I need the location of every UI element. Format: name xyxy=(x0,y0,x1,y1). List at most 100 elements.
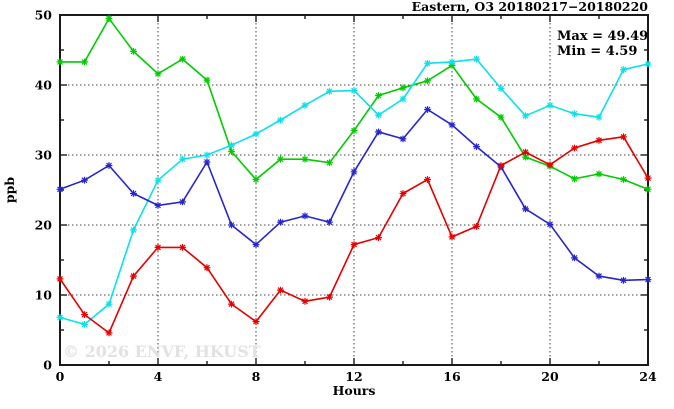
cyan-series-marker xyxy=(424,59,431,67)
green-series-marker xyxy=(154,70,162,78)
red-series-marker xyxy=(546,161,554,169)
green-series-marker xyxy=(301,155,309,163)
blue-series-marker xyxy=(252,241,260,248)
watermark: © 2026 ENVF, HKUST xyxy=(63,342,261,361)
x-tick-label: 12 xyxy=(345,369,362,384)
cyan-series-marker xyxy=(399,95,407,103)
red-series-marker xyxy=(326,293,333,301)
blue-series-marker xyxy=(546,220,554,228)
blue-series-marker xyxy=(571,254,578,262)
green-series-marker xyxy=(130,48,137,55)
y-tick-label: 0 xyxy=(43,358,52,373)
max-annotation: Max = 49.49 xyxy=(557,29,648,44)
blue-series-marker xyxy=(56,185,64,193)
green-series-marker xyxy=(522,153,529,161)
red-series-marker xyxy=(620,133,627,141)
green-series-marker xyxy=(350,127,358,134)
cyan-series-marker xyxy=(81,321,88,328)
blue-series-marker xyxy=(644,276,652,283)
cyan-series-marker xyxy=(522,112,529,120)
min-annotation: Min = 4.59 xyxy=(557,44,637,59)
green-series-marker xyxy=(497,113,505,121)
cyan-series-marker xyxy=(252,130,260,138)
chart-title: Eastern, O3 20180217−20180220 xyxy=(412,0,649,14)
green-series-marker xyxy=(203,76,211,84)
blue-series-marker xyxy=(522,205,529,213)
red-series-marker xyxy=(301,297,309,305)
cyan-series-marker xyxy=(546,101,554,109)
cyan-series-marker xyxy=(571,110,578,118)
blue-series-marker xyxy=(473,143,480,150)
x-tick-label: 16 xyxy=(443,369,461,384)
green-series-marker xyxy=(179,55,186,63)
red-series-marker xyxy=(424,176,431,183)
cyan-series-marker xyxy=(595,113,603,121)
y-tick-label: 30 xyxy=(35,148,53,163)
green-series-marker xyxy=(81,58,88,66)
blue-series-marker xyxy=(228,221,235,229)
green-series-marker xyxy=(375,92,382,99)
red-series-marker xyxy=(277,286,284,294)
cyan-series-marker xyxy=(130,226,137,234)
green-series-marker xyxy=(424,77,431,85)
blue-series-marker xyxy=(81,176,88,184)
red-series-marker xyxy=(375,234,382,241)
y-axis-label: ppb xyxy=(2,177,17,203)
cyan-series-marker xyxy=(228,141,235,149)
cyan-series-marker xyxy=(105,300,113,308)
red-series-marker xyxy=(595,136,603,144)
red-series-marker xyxy=(644,174,652,182)
red-series-marker xyxy=(350,241,358,248)
cyan-series-marker xyxy=(203,151,211,159)
red-series-marker xyxy=(399,190,407,197)
blue-series-marker xyxy=(277,218,284,226)
red-series-marker xyxy=(448,233,456,241)
green-series-marker xyxy=(228,148,235,155)
red-series-marker xyxy=(56,275,64,283)
blue-series-marker xyxy=(130,190,137,197)
red-series-marker xyxy=(252,318,260,325)
cyan-series-marker xyxy=(497,85,505,92)
green-series-marker xyxy=(252,176,260,183)
red-series-marker xyxy=(497,162,505,169)
y-tick-label: 10 xyxy=(35,288,53,303)
x-tick-label: 8 xyxy=(252,369,261,384)
x-tick-label: 0 xyxy=(56,369,65,384)
green-series-marker xyxy=(326,159,333,167)
red-series-marker xyxy=(522,148,529,156)
cyan-series-marker xyxy=(179,155,186,163)
red-series-marker xyxy=(154,244,162,251)
blue-series-marker xyxy=(105,162,113,169)
blue-series-marker xyxy=(203,158,211,166)
green-series-marker xyxy=(105,15,113,22)
red-series-marker xyxy=(203,264,211,272)
green-series-marker xyxy=(644,185,652,193)
blue-series-marker xyxy=(424,106,431,113)
blue-series-marker xyxy=(448,121,456,129)
blue-series-marker xyxy=(350,168,358,176)
red-series-marker xyxy=(473,223,480,230)
y-tick-label: 20 xyxy=(35,218,53,233)
blue-series-marker xyxy=(179,198,186,206)
red-series-marker xyxy=(571,144,578,152)
blue-series-marker xyxy=(154,202,162,209)
green-series-marker xyxy=(399,84,407,92)
green-series-marker xyxy=(571,175,578,183)
cyan-series-marker xyxy=(644,60,652,68)
green-series-marker xyxy=(473,95,480,103)
blue-series-marker xyxy=(375,128,382,136)
blue-series-marker xyxy=(620,276,627,284)
x-tick-label: 20 xyxy=(541,369,559,384)
y-tick-label: 50 xyxy=(35,8,53,23)
green-series-marker xyxy=(595,170,603,178)
cyan-series-marker xyxy=(56,314,64,321)
blue-series-marker xyxy=(399,135,407,143)
cyan-series-marker xyxy=(473,55,480,63)
cyan-series-marker xyxy=(326,87,333,95)
blue-series-marker xyxy=(595,272,603,280)
cyan-series-marker xyxy=(154,176,162,184)
cyan-series-marker xyxy=(277,116,284,124)
red-series-marker xyxy=(105,329,113,337)
plot-area: 0 10 20 30 40 50 0 4 8 12 16 20 24 xyxy=(35,8,657,385)
x-axis-label: Hours xyxy=(333,383,376,398)
